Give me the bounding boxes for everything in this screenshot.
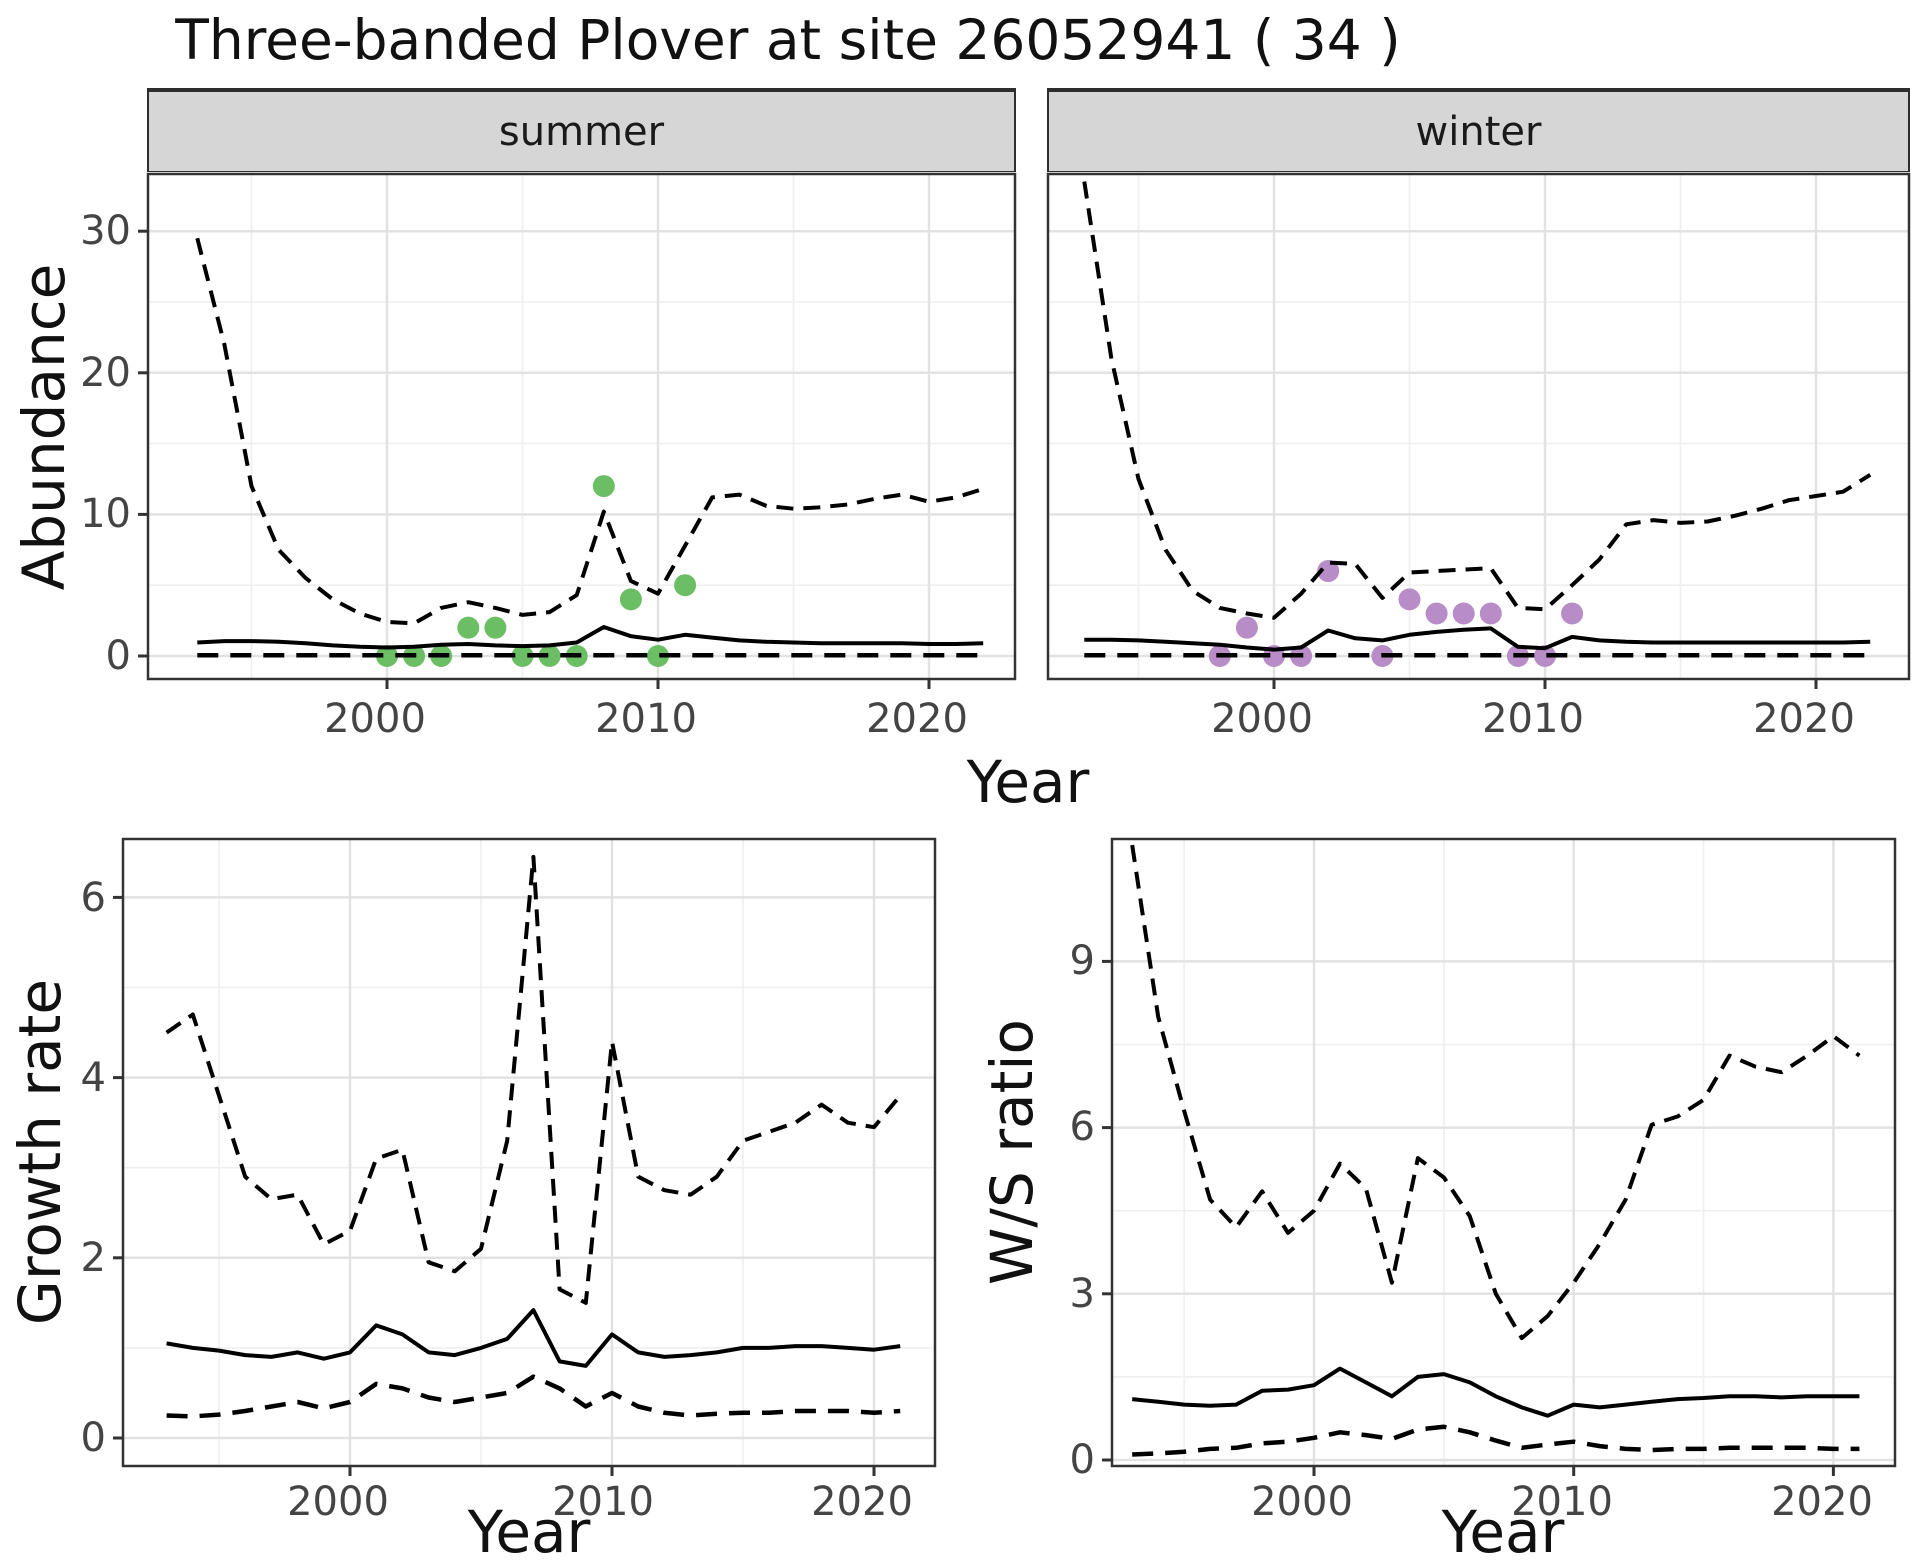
observation-point — [1479, 602, 1502, 625]
y-tick-label: 6 — [80, 875, 106, 921]
x-axis-title-growth: Year — [467, 1498, 591, 1566]
observation-point — [376, 645, 398, 667]
y-axis-title-growth: Growth rate — [6, 978, 74, 1326]
facet-strip-label: summer — [498, 108, 665, 155]
x-tick-label: 2000 — [287, 1479, 389, 1525]
x-tick-label: 2000 — [1251, 1479, 1353, 1525]
facet-strip-winter: winter — [1047, 88, 1910, 173]
y-tick-label: 0 — [1069, 1437, 1095, 1483]
y-tick-label: 9 — [1069, 938, 1095, 984]
y-tick-label: 4 — [80, 1055, 106, 1101]
upper_ci-line — [165, 854, 902, 1305]
median-line — [1131, 1366, 1860, 1418]
x-tick-label: 2010 — [552, 1479, 654, 1525]
abundance-summer-plot — [135, 172, 1017, 692]
x-tick-label: 2020 — [1753, 696, 1855, 742]
observation-point — [674, 574, 697, 597]
observation-point — [1235, 616, 1258, 639]
y-tick-label: 0 — [105, 633, 131, 679]
lower_ci-line — [1132, 1424, 1860, 1457]
upper_ci-line — [1082, 181, 1872, 620]
upper_ci-line — [195, 237, 984, 626]
x-tick-label: 2010 — [1482, 696, 1584, 742]
observation-point — [538, 645, 561, 667]
upper_ci-line — [1130, 844, 1861, 1341]
facet-strip-label: winter — [1415, 108, 1542, 155]
page-title: Three-banded Plover at site 26052941 ( 3… — [175, 8, 1401, 72]
x-axis-title-ws: Year — [1441, 1498, 1565, 1566]
y-tick-label: 20 — [80, 350, 131, 396]
y-axis-title-ws: W/S ratio — [978, 1019, 1046, 1285]
observation-point — [1425, 602, 1448, 625]
observation-point — [1534, 645, 1556, 667]
growth-rate-plot — [110, 837, 937, 1479]
observation-point — [484, 616, 507, 639]
lower_ci-line — [166, 1374, 901, 1419]
observation-point — [1452, 602, 1475, 625]
median-line — [166, 1308, 901, 1368]
observation-point — [511, 645, 534, 667]
observation-point — [647, 645, 669, 667]
x-tick-label: 2010 — [1511, 1479, 1613, 1525]
x-tick-label: 2010 — [595, 696, 697, 742]
x-tick-label: 2000 — [324, 696, 426, 742]
y-tick-label: 30 — [80, 208, 131, 254]
observation-point — [592, 475, 615, 498]
y-tick-label: 6 — [1069, 1104, 1095, 1150]
observation-point — [1561, 602, 1584, 625]
x-tick-label: 2000 — [1211, 696, 1313, 742]
y-tick-label: 0 — [80, 1415, 106, 1461]
ws-ratio-plot — [1099, 837, 1897, 1479]
x-axis-title-top: Year — [966, 748, 1090, 816]
observation-point — [1317, 560, 1340, 583]
y-tick-label: 3 — [1069, 1271, 1095, 1317]
median-line — [1084, 626, 1871, 652]
observation-point — [1398, 588, 1421, 611]
facet-strip-summer: summer — [147, 88, 1016, 173]
y-axis-title-abundance: Abundance — [10, 263, 78, 591]
x-tick-label: 2020 — [866, 696, 968, 742]
observation-point — [619, 588, 642, 611]
x-tick-label: 2020 — [1771, 1479, 1873, 1525]
y-tick-label: 2 — [80, 1235, 106, 1281]
abundance-winter-plot — [1035, 172, 1911, 692]
x-tick-label: 2020 — [811, 1479, 913, 1525]
observation-point — [457, 616, 480, 639]
median-line — [197, 625, 984, 650]
y-tick-label: 10 — [80, 491, 131, 537]
